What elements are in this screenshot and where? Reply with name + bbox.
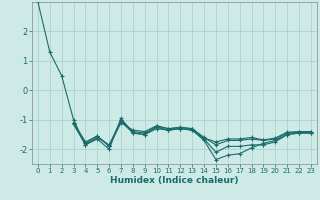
X-axis label: Humidex (Indice chaleur): Humidex (Indice chaleur): [110, 176, 239, 185]
